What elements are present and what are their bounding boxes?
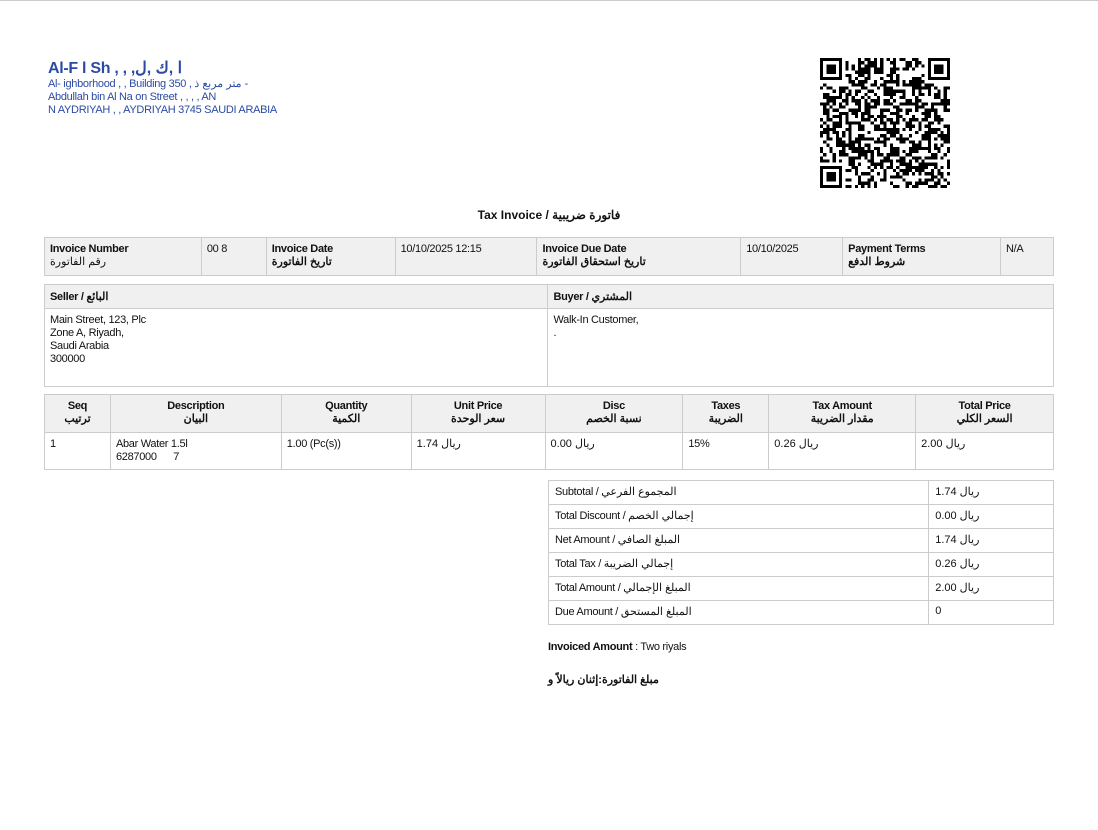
column-header-total-price: Total Price السعر الكلي	[915, 394, 1054, 433]
seller-line: Saudi Arabia	[50, 340, 109, 352]
column-header-seq: Seq ترتيب	[44, 394, 111, 433]
company-name: Al-F l Sh , , ,ا ,ك ,ل	[48, 60, 183, 77]
company-header: Al-F l Sh , , ,ا ,ك ,ل Al- ighborhood , …	[48, 58, 277, 117]
item-quantity: 1.00 (Pc(s))	[280, 432, 412, 470]
header-ar: سعر الوحدة	[451, 413, 506, 425]
buyer-line: .	[553, 327, 557, 339]
company-address-line: N AYDRIYAH , , AYDRIYAH 3745 SAUDI ARABI…	[48, 104, 277, 116]
header-ar: الضريبة	[708, 413, 744, 425]
invoiced-amount-ar: مبلغ الفاتورة:إثنان ريالاً و	[548, 673, 659, 686]
invoiced-amount-ar-label: مبلغ الفاتورة:	[598, 674, 659, 686]
seller-details: Main Street, 123, Plc Zone A, Riyadh, Sa…	[43, 308, 549, 387]
label-en: Invoice Date	[271, 243, 334, 255]
table-row: 1 Abar Water 1.5l 6287000 7 1.00 (Pc(s)) …	[44, 432, 1054, 470]
header-ar: مقدار الضريبة	[810, 413, 874, 425]
seller-line: Main Street, 123, Plc	[50, 314, 146, 326]
header-en: Unit Price	[453, 400, 503, 412]
seller-header: Seller / البائع	[43, 284, 549, 309]
item-taxes: 15%	[682, 432, 770, 470]
header-ar: السعر الكلي	[956, 413, 1013, 425]
total-value: ريال 1.74	[928, 528, 1054, 553]
total-value: 0	[928, 600, 1054, 625]
invoice-date-label: Invoice Date تاريخ الفاتورة	[265, 237, 396, 276]
seller-line: Zone A, Riyadh,	[50, 327, 124, 339]
seller-buyer-table: Seller / البائع Buyer / المشتري Main Stre…	[43, 284, 1054, 387]
seller-line: 300000	[50, 353, 85, 365]
invoiced-amount-value: Two riyals	[640, 641, 687, 653]
invoiced-amount-label: Invoiced Amount	[548, 641, 633, 653]
buyer-details: Walk-In Customer, .	[547, 308, 1054, 387]
total-label: Due Amount / المبلغ المستحق	[547, 600, 930, 625]
invoice-date: 10/10/2025 12:15	[394, 237, 538, 276]
item-name: Abar Water 1.5l	[115, 438, 188, 450]
invoiced-amount-ar-value: إثنان ريالاً و	[548, 674, 599, 686]
header-en: Tax Amount	[812, 400, 873, 412]
header-en: Disc	[602, 400, 625, 412]
label-ar: تاريخ الفاتورة	[271, 256, 332, 268]
buyer-header: Buyer / المشتري	[547, 284, 1054, 309]
header-en: Seq	[67, 400, 88, 412]
column-header-disc: Disc نسبة الخصم	[544, 394, 684, 433]
item-description: Abar Water 1.5l 6287000 7	[109, 432, 282, 470]
total-value: ريال 0.26	[928, 552, 1054, 577]
items-table: Seq ترتيب Description البيان Quantity الكمي…	[44, 394, 1054, 470]
header-ar: ترتيب	[64, 413, 91, 425]
label-en: Invoice Due Date	[542, 243, 627, 255]
subtotal-row: Subtotal / المجموع الفرعي ريال 1.74	[547, 480, 1054, 505]
net-amount-row: Net Amount / المبلغ الصافي ريال 1.74	[547, 528, 1054, 553]
header-ar: الكمية	[332, 413, 361, 425]
company-address-line: Abdullah bin Al Na on Street , , , , AN	[48, 91, 217, 103]
label-en: Payment Terms	[848, 243, 926, 255]
total-value: ريال 2.00	[928, 576, 1054, 601]
payment-terms: N/A	[999, 237, 1055, 276]
label-en: Invoice Number	[50, 243, 129, 255]
column-header-description: Description البيان	[109, 394, 282, 433]
total-label: Net Amount / المبلغ الصافي	[547, 528, 930, 553]
header-en: Taxes	[711, 400, 741, 412]
total-label: Total Tax / إجمالي الضريبة	[547, 552, 930, 577]
header-en: Total Price	[958, 400, 1011, 412]
column-header-taxes: Taxes الضريبة	[682, 394, 770, 433]
header-en: Description	[167, 400, 225, 412]
qr-code	[820, 58, 950, 188]
column-header-quantity: Quantity الكمية	[280, 394, 412, 433]
total-value: ريال 0.00	[928, 504, 1054, 529]
item-tax-amount: ريال 0.26	[768, 432, 917, 470]
header-ar: البيان	[183, 413, 209, 425]
label-ar: تاريخ استحقاق الفاتورة	[542, 256, 646, 268]
item-seq: 1	[44, 432, 111, 470]
total-label: Total Amount / المبلغ الإجمالي	[547, 576, 930, 601]
item-barcode: 6287000 7	[115, 451, 180, 463]
total-label: Total Discount / إجمالي الخصم	[547, 504, 930, 529]
due-date: 10/10/2025	[740, 237, 844, 276]
document-title: Tax Invoice / فاتورة ضريبية	[477, 208, 621, 222]
item-unit-price: ريال 1.74	[410, 432, 546, 470]
company-address-line: Al- ighborhood , , Building 350 , متر مر…	[48, 78, 249, 90]
totals-table: Subtotal / المجموع الفرعي ريال 1.74 Total…	[547, 480, 1054, 625]
item-total: ريال 2.00	[915, 432, 1054, 470]
total-tax-row: Total Tax / إجمالي الضريبة ريال 0.26	[547, 552, 1054, 577]
invoice-info-table: Invoice Number رقم الفاتورة 00 8 Invoice …	[44, 237, 1055, 276]
due-date-label: Invoice Due Date تاريخ استحقاق الفاتورة	[536, 237, 742, 276]
total-label: Subtotal / المجموع الفرعي	[547, 480, 930, 505]
buyer-line: Walk-In Customer,	[553, 314, 639, 326]
header-en: Quantity	[325, 400, 368, 412]
payment-terms-label: Payment Terms شروط الدفع	[842, 237, 1001, 276]
invoiced-amount: Invoiced Amount : Two riyals	[548, 641, 687, 653]
label-ar: شروط الدفع	[848, 256, 906, 268]
total-amount-row: Total Amount / المبلغ الإجمالي ريال 2.00	[547, 576, 1054, 601]
total-discount-row: Total Discount / إجمالي الخصم ريال 0.00	[547, 504, 1054, 529]
total-value: ريال 1.74	[928, 480, 1054, 505]
invoice-number: 00 8	[200, 237, 267, 276]
due-amount-row: Due Amount / المبلغ المستحق 0	[547, 600, 1054, 625]
header-ar: نسبة الخصم	[586, 413, 642, 425]
column-header-unit-price: Unit Price سعر الوحدة	[410, 394, 546, 433]
column-header-tax-amount: Tax Amount مقدار الضريبة	[768, 394, 917, 433]
label-ar: رقم الفاتورة	[50, 256, 107, 268]
item-disc: ريال 0.00	[544, 432, 684, 470]
invoice-number-label: Invoice Number رقم الفاتورة	[44, 237, 202, 276]
